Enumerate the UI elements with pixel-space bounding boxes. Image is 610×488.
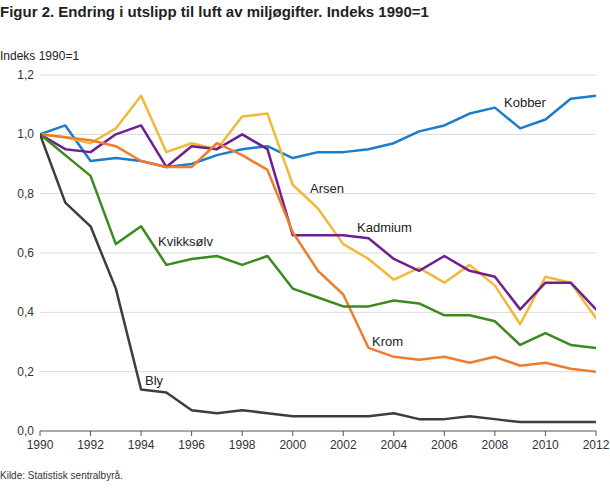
series-line xyxy=(40,96,596,324)
x-tick-label: 1992 xyxy=(77,438,104,452)
x-tick-label: 2006 xyxy=(431,438,458,452)
y-axis-label: Indeks 1990=1 xyxy=(0,49,79,63)
series-label: Arsen xyxy=(310,181,344,196)
grid-line xyxy=(40,371,596,372)
x-tick xyxy=(292,431,293,436)
x-tick xyxy=(40,431,41,436)
x-tick-label: 2002 xyxy=(330,438,357,452)
grid-line xyxy=(40,134,596,135)
chart: Figur 2. Endring i utslipp til luft av m… xyxy=(0,0,610,488)
grid-line xyxy=(40,253,596,254)
x-tick xyxy=(343,431,344,436)
grid-line xyxy=(40,75,596,76)
y-tick-label: 1,2 xyxy=(17,68,34,82)
x-tick-label: 2004 xyxy=(380,438,407,452)
y-tick-label: 0,4 xyxy=(17,305,34,319)
series-line xyxy=(40,134,596,371)
baseline xyxy=(40,431,596,432)
x-tick xyxy=(393,431,394,436)
x-tick-label: 2010 xyxy=(532,438,559,452)
plot-area xyxy=(40,96,596,422)
x-tick-label: 2012 xyxy=(583,438,610,452)
y-tick-label: 0,0 xyxy=(17,424,34,438)
source: Kilde: Statistisk sentralbyrå. xyxy=(0,470,123,481)
y-tick-label: 0,8 xyxy=(17,187,34,201)
x-tick xyxy=(494,431,495,436)
series-line xyxy=(40,125,596,309)
title: Figur 2. Endring i utslipp til luft av m… xyxy=(0,3,429,20)
x-tick-label: 1996 xyxy=(178,438,205,452)
x-tick xyxy=(141,431,142,436)
x-tick xyxy=(596,431,597,436)
x-tick xyxy=(444,431,445,436)
x-tick xyxy=(90,431,91,436)
x-tick xyxy=(191,431,192,436)
series-label: Kadmium xyxy=(357,220,412,235)
series-label: Bly xyxy=(145,373,164,388)
x-tick-label: 1990 xyxy=(27,438,54,452)
y-tick-label: 0,2 xyxy=(17,365,34,379)
series-label: Kvikksølv xyxy=(158,234,213,249)
x-tick xyxy=(545,431,546,436)
y-tick-label: 1,0 xyxy=(17,127,34,141)
x-tick-label: 1998 xyxy=(229,438,256,452)
series-line xyxy=(40,134,596,422)
x-tick-label: 2008 xyxy=(482,438,509,452)
series-label: Krom xyxy=(372,334,403,349)
x-tick-label: 2000 xyxy=(279,438,306,452)
x-tick xyxy=(242,431,243,436)
series-label: Kobber xyxy=(504,95,547,110)
x-tick-label: 1994 xyxy=(128,438,155,452)
y-tick-label: 0,6 xyxy=(17,246,34,260)
